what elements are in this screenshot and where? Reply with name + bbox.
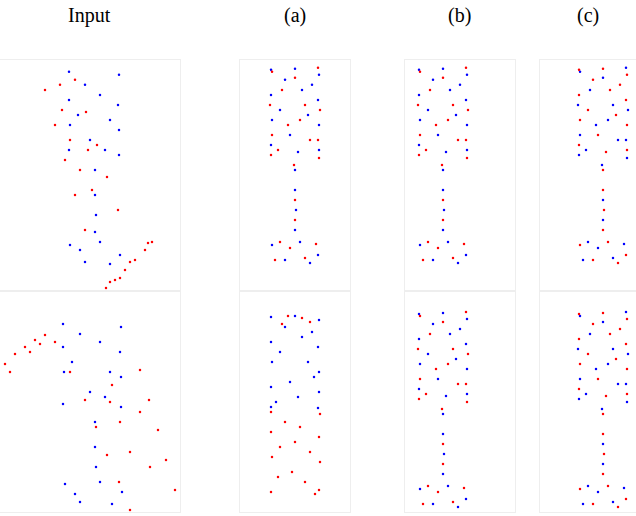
svg-text:(b): (b) bbox=[448, 4, 471, 27]
svg-text:(c): (c) bbox=[577, 4, 599, 27]
svg-text:Input: Input bbox=[68, 4, 111, 27]
svg-text:(a): (a) bbox=[284, 4, 306, 27]
